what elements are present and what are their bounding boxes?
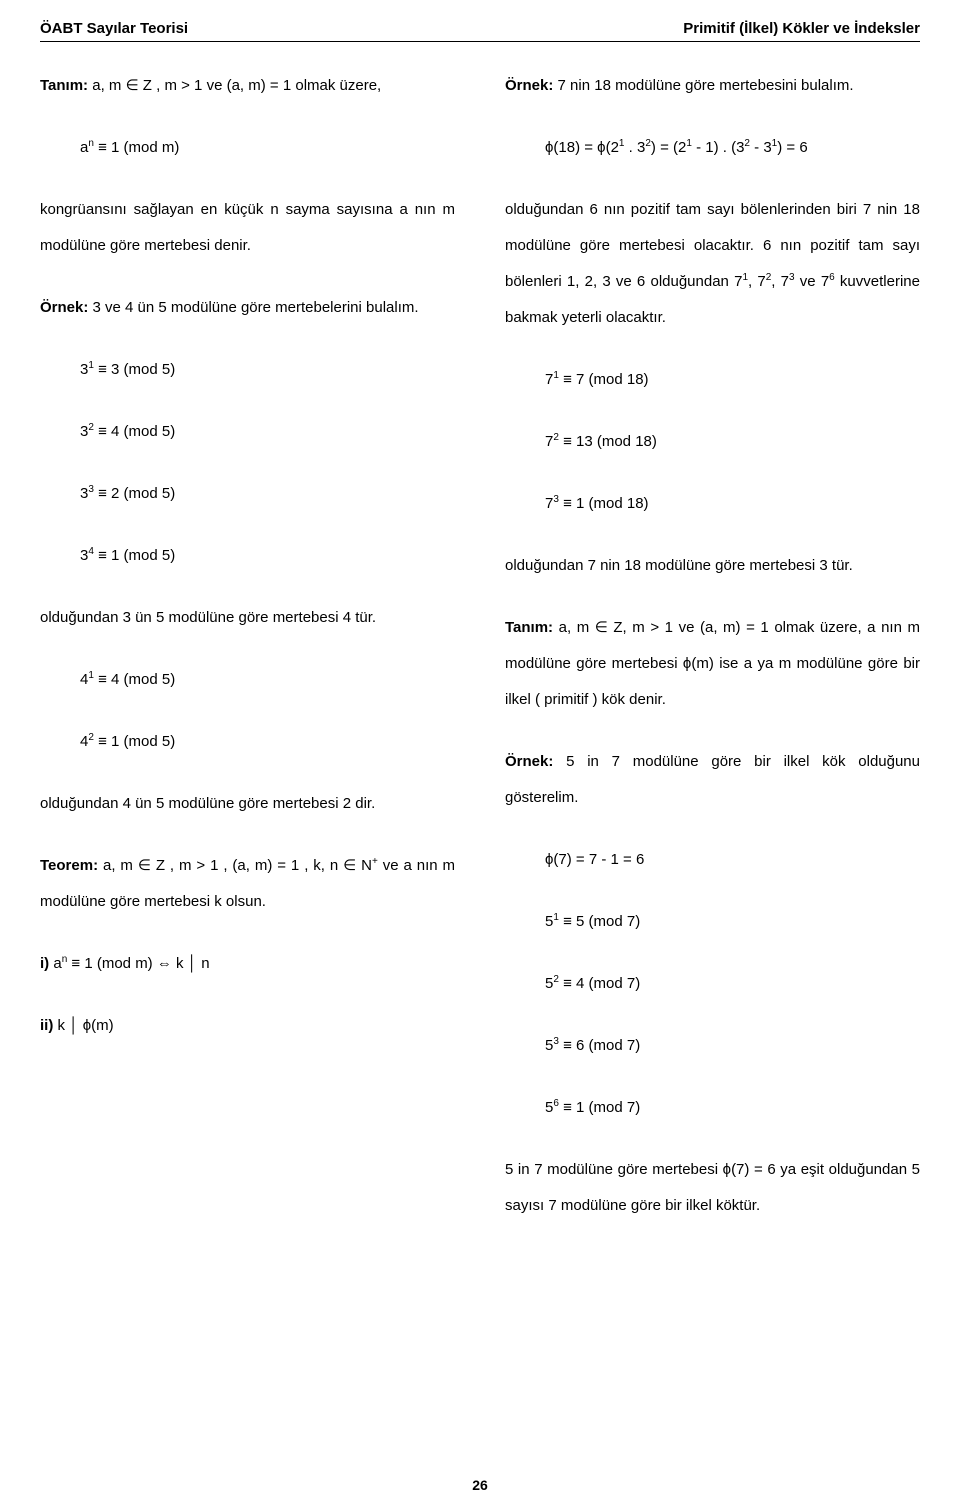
left-column: Tanım: a, m ∈ Z , m > 1 ve (a, m) = 1 ol… (40, 68, 455, 1250)
page-number: 26 (472, 1477, 488, 1493)
mod-3-3: 33 ≡ 2 (mod 5) (80, 476, 455, 512)
ex2-label: Örnek: (505, 77, 553, 94)
item-ii: ii) k │ ϕ(m) (40, 1008, 455, 1044)
ex3-body: 5 in 7 modülüne göre bir ilkel kök olduğ… (505, 753, 920, 806)
header-left: ÖABT Sayılar Teorisi (40, 20, 188, 37)
m56-post: ≡ 1 (mod 7) (559, 1099, 640, 1116)
m52-post: ≡ 4 (mod 7) (559, 975, 640, 992)
result-7: olduğundan 7 nin 18 modülüne göre merteb… (505, 548, 920, 584)
mod-3-2: 32 ≡ 4 (mod 5) (80, 414, 455, 450)
definition-1: Tanım: a, m ∈ Z , m > 1 ve (a, m) = 1 ol… (40, 68, 455, 104)
mod-3-4: 34 ≡ 1 (mod 5) (80, 538, 455, 574)
m34-post: ≡ 1 (mod 5) (94, 547, 175, 564)
item-i: i) an ≡ 1 (mod m) ⇔ k │ n (40, 946, 455, 982)
example-2: Örnek: 7 nin 18 modülüne göre mertebesin… (505, 68, 920, 104)
eq-an-mod: an ≡ 1 (mod m) (80, 130, 455, 166)
mod-7-1: 71 ≡ 7 (mod 18) (545, 362, 920, 398)
mod-3-1: 31 ≡ 3 (mod 5) (80, 352, 455, 388)
m72-post: ≡ 13 (mod 18) (559, 433, 657, 450)
p1c: , 7 (748, 273, 766, 290)
p1g: ve 7 (795, 273, 830, 290)
mod-5-6: 56 ≡ 1 (mod 7) (545, 1090, 920, 1126)
mod-5-2: 52 ≡ 4 (mod 7) (545, 966, 920, 1002)
mod-5-3: 53 ≡ 6 (mod 7) (545, 1028, 920, 1064)
ex1-label: Örnek: (40, 299, 88, 316)
teo-body-a: a, m ∈ Z , m > 1 , (a, m) = 1 , k, n ∈ N (98, 857, 372, 874)
i-a-post: ≡ 1 (mod m) ⇔ k │ n (67, 955, 209, 972)
i-a-pre: a (49, 955, 62, 972)
m41-post: ≡ 4 (mod 5) (94, 671, 175, 688)
m33-post: ≡ 2 (mod 5) (94, 485, 175, 502)
m32-post: ≡ 4 (mod 5) (94, 423, 175, 440)
phi-18: ϕ(18) = ϕ(21 . 32) = (21 - 1) . (32 - 31… (545, 130, 920, 166)
ex2-body: 7 nin 18 modülüne göre mertebesini bulal… (553, 77, 853, 94)
result-3: olduğundan 3 ün 5 modülüne göre mertebes… (40, 600, 455, 636)
divisors-text: olduğundan 6 nın pozitif tam sayı bölenl… (505, 192, 920, 336)
eq1-post: ≡ 1 (mod m) (94, 139, 179, 156)
phi-7: ϕ(7) = 7 - 1 = 6 (545, 842, 920, 878)
mod-4-2: 42 ≡ 1 (mod 5) (80, 724, 455, 760)
example-1: Örnek: 3 ve 4 ün 5 modülüne göre mertebe… (40, 290, 455, 326)
phi-c: . 3 (624, 139, 645, 156)
def2-label: Tanım: (505, 619, 553, 636)
phi-k: ) = 6 (777, 139, 807, 156)
mod-5-1: 51 ≡ 5 (mod 7) (545, 904, 920, 940)
def1-label: Tanım: (40, 77, 88, 94)
phi-g: - 1) . (3 (692, 139, 745, 156)
congruence-text: kongrüansını sağlayan en küçük n sayma s… (40, 192, 455, 264)
content-columns: Tanım: a, m ∈ Z , m > 1 ve (a, m) = 1 ol… (40, 68, 920, 1250)
mod-7-3: 73 ≡ 1 (mod 18) (545, 486, 920, 522)
m42-post: ≡ 1 (mod 5) (94, 733, 175, 750)
example-3: Örnek: 5 in 7 modülüne göre bir ilkel kö… (505, 744, 920, 816)
page-header: ÖABT Sayılar Teorisi Primitif (İlkel) Kö… (40, 20, 920, 42)
m31-post: ≡ 3 (mod 5) (94, 361, 175, 378)
ii-label: ii) (40, 1017, 53, 1034)
ii-body: k │ ϕ(m) (53, 1017, 113, 1034)
header-right: Primitif (İlkel) Kökler ve İndeksler (683, 20, 920, 37)
mod-7-2: 72 ≡ 13 (mod 18) (545, 424, 920, 460)
m73-post: ≡ 1 (mod 18) (559, 495, 649, 512)
m51-post: ≡ 5 (mod 7) (559, 913, 640, 930)
def1-body: a, m ∈ Z , m > 1 ve (a, m) = 1 olmak üze… (88, 77, 381, 94)
def2-body: a, m ∈ Z, m > 1 ve (a, m) = 1 olmak üzer… (505, 619, 920, 708)
phi-e: ) = (2 (651, 139, 686, 156)
m53-post: ≡ 6 (mod 7) (559, 1037, 640, 1054)
ex1-body: 3 ve 4 ün 5 modülüne göre mertebelerini … (88, 299, 418, 316)
mod-4-1: 41 ≡ 4 (mod 5) (80, 662, 455, 698)
result-4: olduğundan 4 ün 5 modülüne göre mertebes… (40, 786, 455, 822)
result-5: 5 in 7 modülüne göre mertebesi ϕ(7) = 6 … (505, 1152, 920, 1224)
teo-label: Teorem: (40, 857, 98, 874)
ex3-label: Örnek: (505, 753, 553, 770)
p1e: , 7 (771, 273, 789, 290)
phi-a: ϕ(18) = ϕ(2 (545, 139, 619, 156)
m71-post: ≡ 7 (mod 18) (559, 371, 649, 388)
i-label: i) (40, 955, 49, 972)
right-column: Örnek: 7 nin 18 modülüne göre mertebesin… (505, 68, 920, 1250)
definition-2: Tanım: a, m ∈ Z, m > 1 ve (a, m) = 1 olm… (505, 610, 920, 718)
phi-i: - 3 (750, 139, 772, 156)
theorem: Teorem: a, m ∈ Z , m > 1 , (a, m) = 1 , … (40, 848, 455, 920)
